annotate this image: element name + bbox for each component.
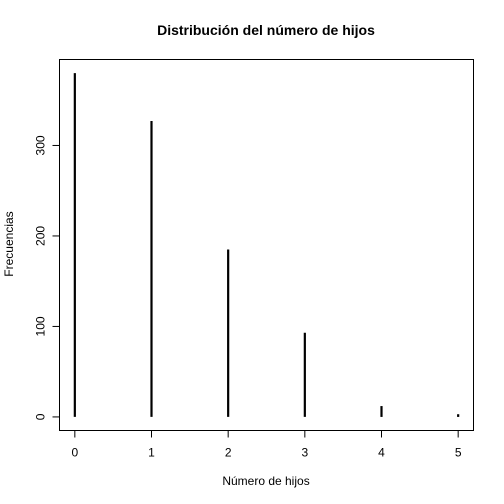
chart-title: Distribución del número de hijos xyxy=(157,22,375,38)
x-tick-label-4: 4 xyxy=(378,446,385,460)
y-tick-label-0: 0 xyxy=(34,413,48,420)
x-axis: 0 1 2 3 4 5 xyxy=(71,431,461,460)
x-tick-label-1: 1 xyxy=(148,446,155,460)
y-axis: 0 100 200 300 xyxy=(34,135,60,420)
y-axis-label: Frecuencias xyxy=(2,211,16,276)
bars-group xyxy=(75,73,458,417)
x-tick-label-3: 3 xyxy=(301,446,308,460)
plot-area-frame xyxy=(60,60,474,431)
x-tick-label-5: 5 xyxy=(455,446,462,460)
y-tick-label-100: 100 xyxy=(34,316,48,336)
x-tick-label-2: 2 xyxy=(225,446,232,460)
y-tick-label-200: 200 xyxy=(34,226,48,246)
x-tick-label-0: 0 xyxy=(71,446,78,460)
y-tick-label-300: 300 xyxy=(34,135,48,155)
x-axis-label: Número de hijos xyxy=(222,474,309,488)
